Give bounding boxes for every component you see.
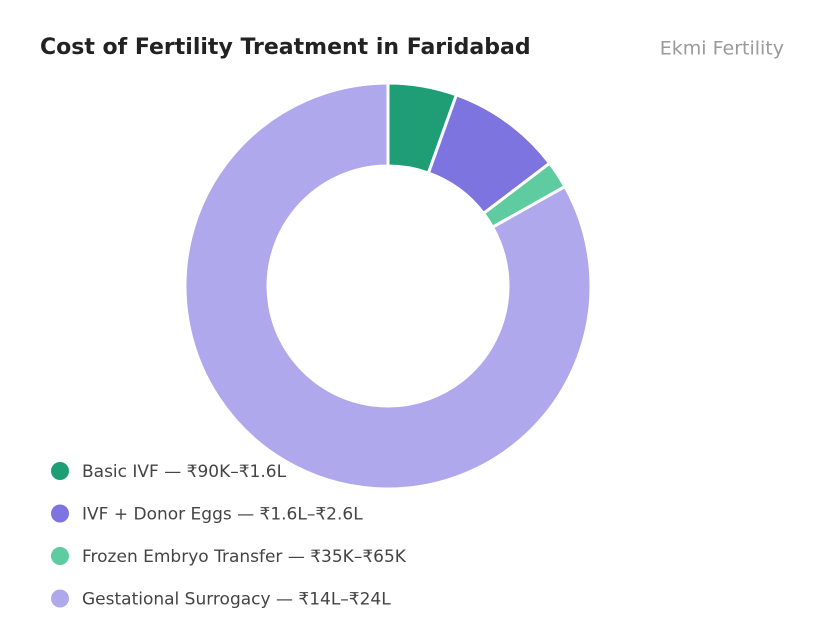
chart-title: Cost of Fertility Treatment in Faridabad [40,35,531,60]
legend-label: Gestational Surrogacy — ₹14L–₹24L [82,590,391,610]
legend-swatch [51,589,69,608]
legend-swatch [51,504,69,523]
legend-label: Basic IVF — ₹90K–₹1.6L [82,462,287,482]
legend-label: Frozen Embryo Transfer — ₹35K–₹65K [82,547,407,567]
legend-swatch [51,462,69,480]
legend-swatch [51,547,69,565]
slice [183,81,593,491]
brand: Ekmi Fertility [660,38,784,60]
legend-label: IVF + Donor Eggs — ₹1.6L–₹2.6L [82,505,363,525]
